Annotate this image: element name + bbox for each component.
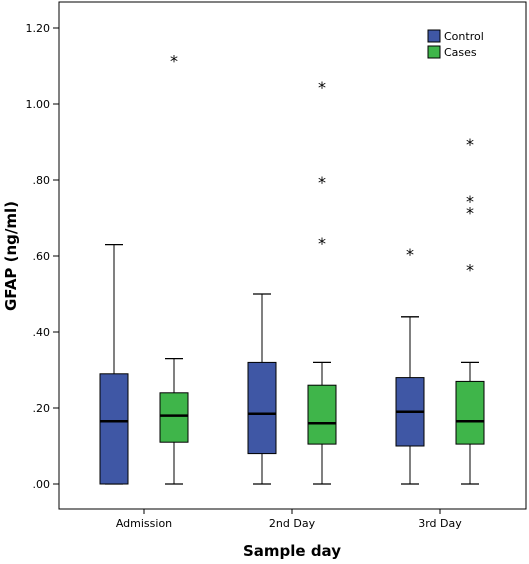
iqr-box (159, 392, 189, 443)
outlier-marker: * (318, 78, 326, 97)
box-control-0 (99, 243, 129, 485)
box-groups: ********* (99, 51, 485, 485)
y-tick-label: .60 (33, 250, 51, 263)
y-tick-label: .40 (33, 326, 51, 339)
plot-frame (58, 1, 527, 510)
legend-label: Cases (444, 46, 477, 59)
legend: Control Cases (427, 29, 484, 59)
iqr-box (247, 361, 277, 455)
box-control-1 (247, 293, 277, 485)
outlier-marker: * (170, 51, 178, 70)
y-tick-label: .20 (33, 402, 51, 415)
x-tick-label: 3rd Day (418, 517, 462, 530)
outlier-marker: * (466, 192, 474, 211)
iqr-box (307, 384, 337, 445)
y-tick-label: .00 (33, 478, 51, 491)
y-tick-label: 1.20 (26, 22, 51, 35)
outlier-marker: * (466, 203, 474, 222)
y-tick-label: .80 (33, 174, 51, 187)
y-axis: .00 .20 .40 .60 .80 1.00 1.20 (26, 22, 59, 491)
legend-label: Control (444, 30, 484, 43)
legend-swatch (427, 29, 441, 43)
x-tick-label: 2nd Day (269, 517, 316, 530)
iqr-box (455, 380, 485, 445)
outlier-marker: * (318, 173, 326, 192)
y-tick-label: 1.00 (26, 98, 51, 111)
y-axis-title: GFAP (ng/ml) (2, 201, 20, 311)
box-control-2: * (395, 245, 425, 485)
outlier-marker: * (318, 234, 326, 253)
legend-swatch (427, 45, 441, 59)
x-tick-label: Admission (116, 517, 172, 530)
box-cases-0: * (159, 51, 189, 485)
iqr-box (99, 373, 129, 485)
x-axis-title: Sample day (243, 542, 341, 560)
outlier-marker: * (466, 135, 474, 154)
outlier-marker: * (466, 260, 474, 279)
box-cases-2: **** (455, 135, 485, 485)
outlier-marker: * (406, 245, 414, 264)
box-cases-1: * * * (307, 78, 337, 485)
x-axis: Admission 2nd Day 3rd Day (116, 509, 462, 530)
